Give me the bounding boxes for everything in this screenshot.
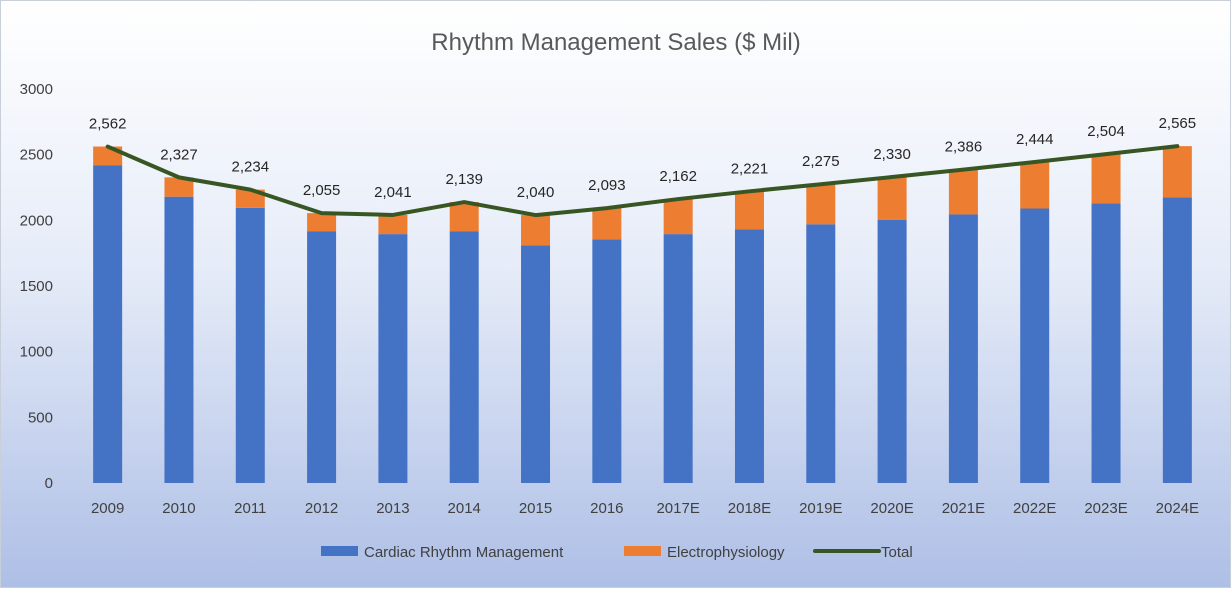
total-data-label: 2,327 xyxy=(160,146,198,163)
y-tick-label: 1500 xyxy=(20,278,53,295)
total-data-label: 2,330 xyxy=(873,146,911,163)
bar-cardiac-rhythm-management xyxy=(378,234,408,483)
y-tick-label: 3000 xyxy=(20,81,53,98)
bar-cardiac-rhythm-management xyxy=(1020,208,1050,483)
legend: Cardiac Rhythm Management Electrophysiolo… xyxy=(321,544,913,561)
total-line-group xyxy=(105,144,1180,218)
total-data-label: 2,504 xyxy=(1087,123,1125,140)
bar-cardiac-rhythm-management xyxy=(93,165,123,483)
bar-cardiac-rhythm-management xyxy=(948,214,978,483)
total-data-label: 2,162 xyxy=(659,168,697,185)
x-tick-label: 2021E xyxy=(942,500,985,517)
x-tick-label: 2017E xyxy=(656,500,699,517)
y-tick-label: 2500 xyxy=(20,147,53,164)
bar-cardiac-rhythm-management xyxy=(521,245,551,483)
y-tick-label: 0 xyxy=(45,475,53,492)
x-tick-label: 2023E xyxy=(1084,500,1127,517)
bar-electrophysiology xyxy=(592,208,622,240)
bar-electrophysiology xyxy=(948,169,978,215)
data-labels: 2,562 2,327 2,234 2,055 2,041 2,139 2,040 2,093… xyxy=(89,115,1196,201)
bar-group xyxy=(93,146,1192,484)
total-data-label: 2,041 xyxy=(374,184,412,201)
total-data-label: 2,275 xyxy=(802,153,840,170)
x-tick-label: 2016 xyxy=(590,500,623,517)
bar-electrophysiology xyxy=(663,199,693,235)
y-tick-label: 2000 xyxy=(20,212,53,229)
x-tick-label: 2022E xyxy=(1013,500,1056,517)
total-data-label: 2,386 xyxy=(945,139,983,156)
bar-cardiac-rhythm-management xyxy=(1162,197,1192,483)
bar-electrophysiology xyxy=(1091,154,1121,204)
bar-electrophysiology xyxy=(235,189,265,208)
bar-cardiac-rhythm-management xyxy=(806,224,836,484)
x-tick-label: 2020E xyxy=(870,500,913,517)
total-data-label: 2,562 xyxy=(89,116,127,133)
x-tick-label: 2018E xyxy=(728,500,771,517)
bar-cardiac-rhythm-management xyxy=(164,196,194,483)
total-data-label: 2,093 xyxy=(588,177,626,194)
bar-cardiac-rhythm-management xyxy=(592,239,622,483)
x-axis-ticks: 2009 2010 2011 2012 2013 2014 2015 2016 2017E 201… xyxy=(91,500,1199,517)
bar-electrophysiology xyxy=(877,176,907,220)
legend-swatch xyxy=(624,546,661,556)
bar-electrophysiology xyxy=(307,213,337,232)
bar-cardiac-rhythm-management xyxy=(663,234,693,483)
x-tick-label: 2010 xyxy=(162,500,195,517)
x-tick-label: 2019E xyxy=(799,500,842,517)
x-tick-label: 2015 xyxy=(519,500,552,517)
total-data-label: 2,444 xyxy=(1016,131,1054,148)
total-data-label: 2,040 xyxy=(517,184,555,201)
x-tick-label: 2011 xyxy=(234,500,266,517)
total-data-label: 2,565 xyxy=(1159,115,1197,132)
x-tick-label: 2012 xyxy=(305,500,338,517)
legend-label: Cardiac Rhythm Management xyxy=(364,544,564,561)
bar-cardiac-rhythm-management xyxy=(1091,203,1121,483)
bar-electrophysiology xyxy=(1162,146,1192,198)
x-tick-label: 2009 xyxy=(91,500,124,517)
legend-label: Electrophysiology xyxy=(667,544,785,561)
bar-electrophysiology xyxy=(1020,162,1050,209)
bar-electrophysiology xyxy=(164,177,194,197)
total-data-label: 2,234 xyxy=(232,159,270,176)
total-line xyxy=(105,144,1180,218)
legend-label: Total xyxy=(881,544,913,561)
bar-cardiac-rhythm-management xyxy=(235,207,265,483)
x-tick-label: 2024E xyxy=(1156,500,1199,517)
bar-cardiac-rhythm-management xyxy=(307,231,337,483)
bar-electrophysiology xyxy=(378,214,408,235)
chart-title: Rhythm Management Sales ($ Mil) xyxy=(431,29,800,56)
x-tick-label: 2014 xyxy=(448,500,481,517)
bar-electrophysiology xyxy=(449,202,479,232)
bar-electrophysiology xyxy=(521,215,551,246)
y-tick-label: 1000 xyxy=(20,344,53,361)
bar-cardiac-rhythm-management xyxy=(449,231,479,483)
y-axis-ticks: 0 500 1000 1500 2000 2500 3000 xyxy=(20,81,53,492)
total-data-label: 2,055 xyxy=(303,182,341,199)
bar-cardiac-rhythm-management xyxy=(877,219,907,483)
x-tick-label: 2013 xyxy=(376,500,409,517)
legend-swatch xyxy=(321,546,358,556)
y-tick-label: 500 xyxy=(28,409,53,426)
bar-electrophysiology xyxy=(734,191,764,230)
total-data-label: 2,221 xyxy=(731,160,769,177)
bar-electrophysiology xyxy=(806,184,836,225)
total-data-label: 2,139 xyxy=(445,171,483,188)
bar-cardiac-rhythm-management xyxy=(734,229,764,483)
